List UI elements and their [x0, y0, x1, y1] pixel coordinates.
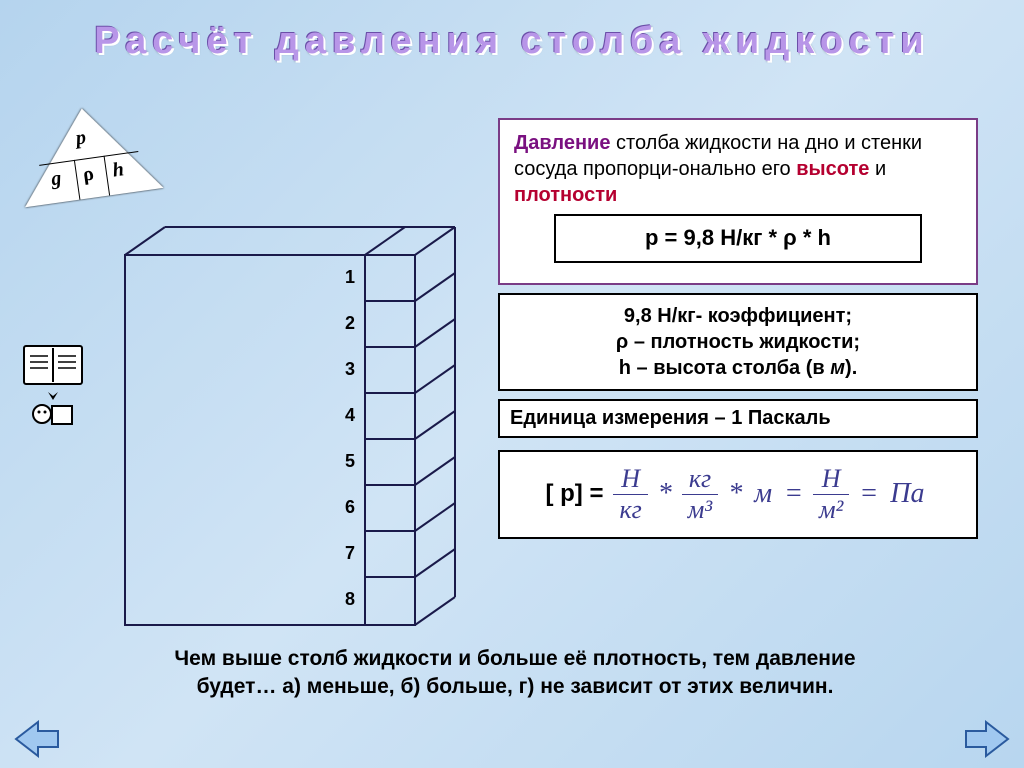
hl-density: плотности: [514, 184, 617, 206]
col-label-3: 3: [345, 359, 355, 379]
col-label-5: 5: [345, 451, 355, 471]
liquid-column-diagram: 1 2 3 4 5 6 7 8: [115, 225, 475, 640]
tri-h: h: [111, 158, 125, 182]
col-label-4: 4: [345, 405, 355, 425]
legend-box: 9,8 Н/кг- коэффициент; ρ – плотность жид…: [498, 293, 978, 391]
hl-pressure: Давление: [514, 132, 610, 154]
law-description-box: Давление столба жидкости на дно и стенки…: [498, 118, 978, 285]
page-title: Расчёт давления столба жидкости: [0, 0, 1024, 63]
pressure-formula: p = 9,8 Н/кг * ρ * h: [554, 214, 922, 263]
col-label-7: 7: [345, 543, 355, 563]
tri-g: g: [50, 167, 63, 191]
col-label-1: 1: [345, 267, 355, 287]
col-label-8: 8: [345, 589, 355, 609]
col-label-2: 2: [345, 313, 355, 333]
dimensions-box: [ p] = Нкг * кгм³ * м = Нм² = Па: [498, 450, 978, 539]
tri-rho: ρ: [81, 163, 95, 187]
book-icon: [18, 340, 88, 430]
next-slide-button[interactable]: [964, 720, 1010, 758]
prev-slide-button[interactable]: [14, 720, 60, 758]
unit-box: Единица измерения – 1 Паскаль: [498, 399, 978, 438]
formula-triangle-labels: p g ρ h: [12, 99, 163, 208]
hl-height: высоте: [796, 158, 869, 180]
tri-p: p: [74, 126, 87, 150]
question-text: Чем выше столб жидкости и больше её плот…: [80, 645, 950, 702]
col-label-6: 6: [345, 497, 355, 517]
